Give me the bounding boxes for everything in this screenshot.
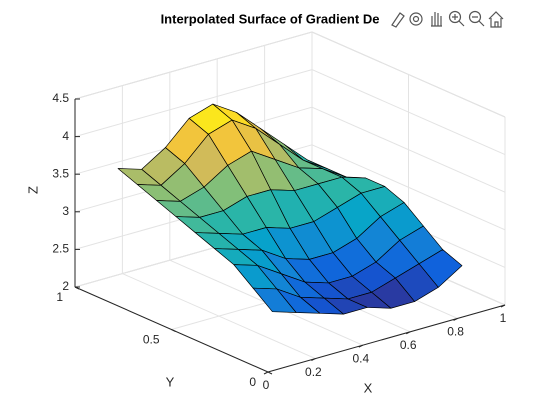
surface bbox=[117, 103, 463, 315]
grid-line bbox=[311, 106, 506, 193]
zoom-in-mark bbox=[452, 14, 465, 27]
z-tick-label: 2.5 bbox=[52, 242, 69, 256]
brush-icon[interactable] bbox=[391, 12, 405, 28]
z-axis-label: Z bbox=[25, 186, 40, 194]
y-tick bbox=[267, 371, 273, 375]
home-icon[interactable] bbox=[488, 11, 504, 28]
x-tick bbox=[500, 304, 506, 308]
pan-icon[interactable] bbox=[431, 12, 442, 27]
z-tick-label: 3 bbox=[62, 204, 69, 218]
x-tick bbox=[453, 317, 458, 321]
x-tick-label: 0.8 bbox=[447, 325, 464, 339]
grid-line bbox=[311, 31, 506, 118]
x-tick bbox=[311, 358, 316, 362]
grid-line bbox=[311, 69, 506, 156]
x-tick-label: 0.4 bbox=[352, 351, 369, 365]
grid-line bbox=[74, 69, 313, 138]
z-tick-label: 2 bbox=[62, 279, 69, 293]
y-tick-label: 0 bbox=[249, 375, 256, 389]
y-tick-label: 1 bbox=[56, 290, 63, 304]
zoom-out-icon[interactable] bbox=[468, 10, 482, 24]
x-tick bbox=[263, 371, 269, 375]
x-axis bbox=[267, 304, 506, 373]
surface-patch bbox=[252, 287, 297, 313]
x-tick-label: 1 bbox=[500, 311, 507, 325]
toolbar bbox=[384, 6, 510, 32]
z-tick-label: 4 bbox=[62, 129, 69, 143]
z-tick-label: 3.5 bbox=[52, 166, 69, 180]
rotate-icon-inner bbox=[412, 15, 420, 23]
grid-line bbox=[311, 144, 506, 231]
zoom-in-icon[interactable] bbox=[448, 10, 462, 24]
y-tick-label: 0.5 bbox=[143, 333, 160, 347]
grid-line bbox=[74, 31, 313, 100]
x-tick-label: 0 bbox=[263, 378, 270, 392]
x-tick bbox=[358, 344, 364, 348]
y-tick bbox=[171, 329, 176, 332]
zoom-out-mark bbox=[472, 16, 485, 27]
rotate-icon[interactable] bbox=[409, 12, 423, 26]
x-axis-label: X bbox=[364, 380, 373, 395]
y-axis-label: Y bbox=[166, 374, 175, 389]
x-tick-label: 0.6 bbox=[400, 338, 417, 352]
x-tick-label: 0.2 bbox=[305, 365, 322, 379]
z-tick-label: 4.5 bbox=[52, 91, 69, 105]
chart-title: Interpolated Surface of Gradient De bbox=[161, 11, 380, 26]
x-tick bbox=[405, 331, 411, 335]
